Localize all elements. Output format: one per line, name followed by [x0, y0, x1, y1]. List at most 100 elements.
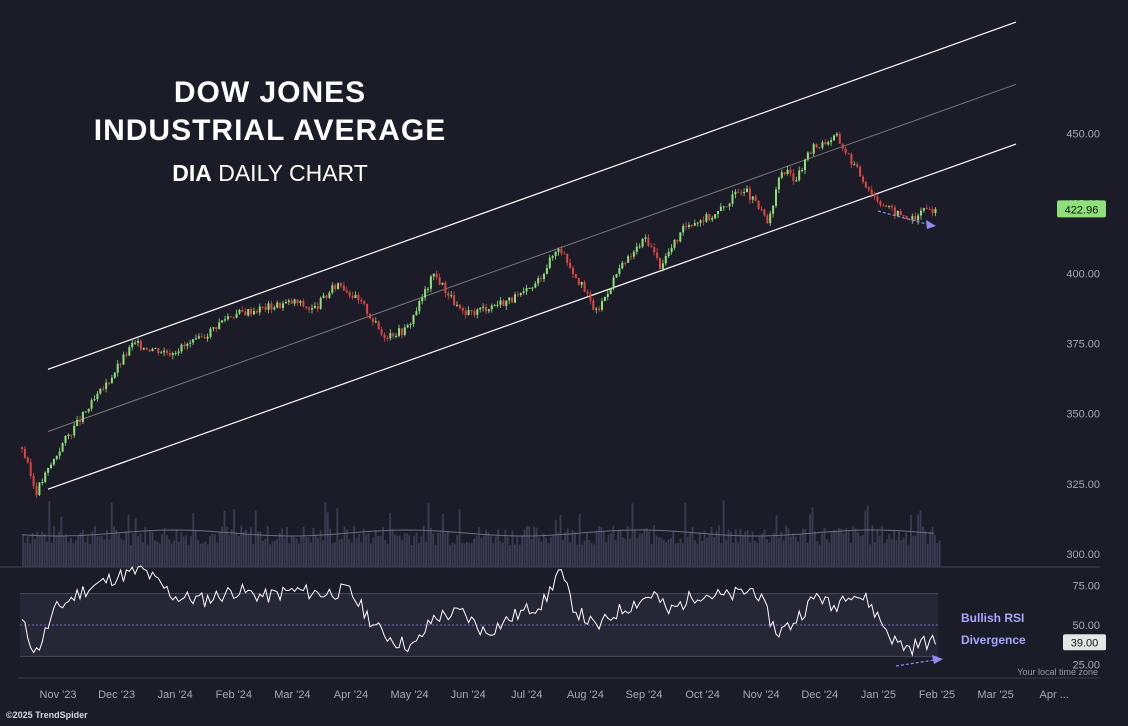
candle-body	[70, 434, 73, 436]
candle-body	[534, 283, 537, 288]
candle-body	[131, 342, 134, 348]
volume-bar	[367, 532, 370, 567]
candle-body	[50, 464, 52, 468]
candle-body	[395, 335, 398, 337]
candle-body	[638, 246, 641, 248]
candle-body	[447, 293, 450, 296]
candle-body	[108, 382, 110, 384]
volume-bar	[360, 542, 363, 567]
volume-bar	[631, 503, 634, 567]
volume-bar	[526, 525, 528, 567]
volume-bar	[180, 532, 183, 567]
candle-body	[354, 294, 357, 298]
candle-body	[685, 225, 688, 227]
candle-body	[154, 348, 157, 349]
candle-body	[914, 216, 917, 221]
volume-bar	[806, 543, 809, 567]
volume-bar	[902, 537, 905, 567]
volume-bar	[115, 530, 118, 567]
volume-bar	[857, 532, 859, 567]
volume-bar	[211, 534, 214, 567]
volume-bar	[451, 542, 454, 567]
volume-bar	[386, 544, 389, 567]
candle-body	[21, 447, 23, 449]
volume-bar	[660, 537, 663, 567]
volume-bar	[730, 531, 732, 567]
candle-body	[650, 246, 653, 248]
volume-bar	[768, 542, 771, 567]
candle-body	[641, 238, 644, 247]
volume-bar	[665, 542, 667, 567]
candle-body	[485, 306, 487, 312]
volume-bar	[379, 536, 382, 567]
volume-bar	[262, 541, 264, 567]
volume-bar	[718, 525, 720, 567]
volume-bar	[917, 514, 919, 567]
candle-body	[731, 194, 734, 204]
volume-bar	[406, 533, 408, 567]
volume-bar	[338, 539, 341, 567]
volume-bar	[773, 533, 775, 567]
candle-body	[757, 200, 760, 210]
candle-body	[163, 350, 166, 353]
candle-body	[783, 172, 786, 174]
candle-body	[493, 305, 496, 307]
volume-bar	[646, 528, 648, 567]
volume-bar	[523, 529, 526, 567]
volume-bar	[118, 533, 120, 567]
volume-bar	[346, 529, 348, 567]
volume-bar	[535, 527, 538, 567]
candle-body	[371, 318, 374, 322]
candle-body	[780, 172, 783, 178]
candle-body	[879, 201, 882, 206]
volume-bar	[74, 540, 77, 567]
candle-body	[305, 306, 308, 308]
volume-bar	[437, 532, 439, 567]
candle-body	[673, 239, 676, 248]
candle-body	[632, 251, 635, 257]
volume-bar	[497, 529, 499, 567]
candle-body	[221, 320, 224, 323]
volume-bar	[41, 531, 43, 567]
volume-bar	[50, 542, 53, 567]
volume-bar	[223, 510, 226, 567]
candle-body	[809, 152, 812, 154]
volume-bar	[281, 528, 283, 567]
candle-body	[369, 313, 371, 319]
candle-body	[824, 142, 827, 145]
volume-bar	[226, 527, 228, 567]
candle-body	[827, 142, 830, 145]
candle-body	[577, 278, 580, 285]
candle-body	[212, 327, 215, 329]
volume-bar	[283, 538, 286, 567]
timezone-note[interactable]: Your local time zone	[1017, 667, 1098, 677]
candle-body	[392, 333, 395, 337]
volume-bar	[794, 536, 797, 567]
volume-bar	[686, 536, 689, 567]
candle-body	[64, 436, 67, 444]
candle-body	[528, 287, 531, 289]
volume-bar	[410, 545, 413, 567]
candle-body	[453, 295, 456, 305]
volume-bar	[744, 531, 747, 567]
volume-bar	[499, 541, 502, 567]
volume-bar	[202, 543, 204, 567]
volume-bar	[103, 539, 106, 567]
candle-body	[325, 295, 328, 298]
volume-bar	[737, 542, 739, 567]
candle-body	[635, 246, 638, 252]
time-axis-tick: Jul '24	[511, 689, 542, 701]
volume-bar	[257, 531, 259, 567]
volume-bar	[185, 535, 187, 567]
volume-bar	[480, 537, 483, 567]
volume-bar	[254, 510, 257, 567]
candle-body	[435, 273, 438, 278]
time-axis-tick: Jan '25	[861, 689, 896, 701]
volume-bar	[149, 530, 151, 567]
volume-bar	[893, 529, 895, 567]
volume-bar	[278, 533, 281, 567]
candle-body	[209, 328, 212, 337]
volume-bar	[43, 533, 46, 567]
candle-body	[386, 338, 389, 339]
